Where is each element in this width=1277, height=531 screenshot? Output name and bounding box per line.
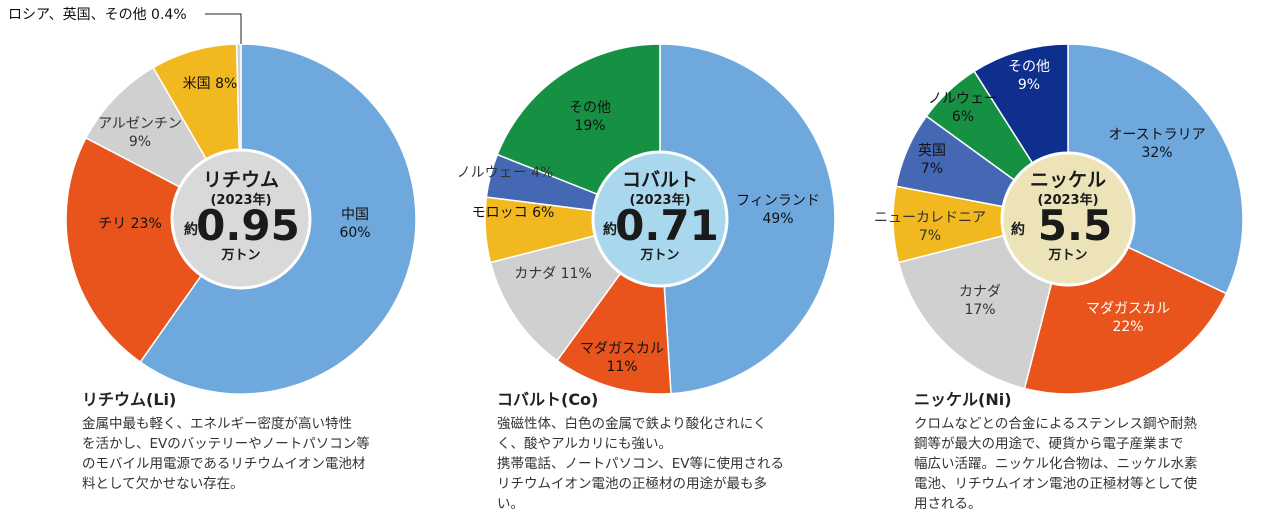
slice-name-nickel-3: ニューカレドニア [874, 210, 986, 226]
slice-label-lithium-0: 60% [339, 225, 370, 241]
slice-label-lithium-4: ロシア、英国、その他 0.4% [8, 6, 187, 23]
center-title-nickel: ニッケル [1030, 169, 1106, 191]
panel-title-lithium: リチウム(Li) [82, 390, 177, 409]
center-prefix-lithium: 約 [184, 221, 198, 238]
slice-name-nickel-0: オーストラリア [1108, 127, 1205, 143]
slice-name-nickel-5: ノルウェー [928, 91, 998, 107]
center-year-lithium: (2023年) [210, 192, 271, 208]
panel-title-nickel: ニッケル(Ni) [914, 390, 1012, 409]
slice-label-nickel-6: 9% [1018, 77, 1040, 93]
slice-name-nickel-2: カナダ [959, 284, 1001, 300]
slice-label-cobalt-3: モロッコ 6% [472, 205, 555, 221]
slice-label-nickel-5: 6% [952, 109, 974, 125]
center-value-nickel: 5.5 [1038, 201, 1112, 250]
slice-name-lithium-2: アルゼンチン [98, 116, 182, 132]
pie-chart-lithium: 中国 60% チリ 23% アルゼンチン 9% 米国 8% ロシア、英国、その他 0.4% リ… [8, 6, 417, 395]
slice-label-nickel-0: 32% [1141, 145, 1172, 161]
slice-name-cobalt-1: マダガスカル [580, 341, 664, 357]
slice-label-cobalt-4: ノルウェー 4% [457, 165, 554, 181]
panel-description-lithium: 金属中最も軽く、エネルギー密度が高い特性 を活かし、EVのバッテリーやノートパソ… [82, 416, 370, 492]
center-value-lithium: 0.95 [196, 201, 300, 250]
slice-name-lithium-0: 中国 [341, 207, 369, 223]
panel-description-cobalt: 強磁性体、白色の金属で鉄より酸化されにく く、酸やアルカリにも強い。 携帯電話、… [497, 416, 784, 512]
pie-slice-cobalt-0 [659, 43, 836, 395]
slice-label-cobalt-5: 19% [574, 118, 605, 134]
center-disc-nickel [1000, 151, 1136, 287]
slice-name-nickel-1: マダガスカル [1086, 301, 1170, 317]
center-year-nickel: (2023年) [1037, 192, 1098, 208]
center-unit-lithium: 万トン [220, 248, 260, 263]
center-value-cobalt: 0.71 [615, 201, 719, 250]
center-title-cobalt: コバルト [622, 169, 698, 191]
slice-label-cobalt-0: 49% [762, 211, 793, 227]
pie-chart-cobalt: フィンランド 49% マダガスカル 11% カナダ 11% モロッコ 6% ノルウェー 4%… [457, 43, 836, 395]
pie-chart-nickel: オーストラリア 32% マダガスカル 22% カナダ 17% ニューカレドニア 7% 英国 7% ノ… [874, 43, 1244, 395]
center-prefix-nickel: 約 [1011, 221, 1025, 238]
center-title-lithium: リチウム [203, 169, 279, 191]
slice-label-lithium-1: チリ 23% [98, 216, 162, 232]
slice-name-nickel-6: その他 [1008, 59, 1050, 75]
panel-description-nickel: クロムなどとの合金によるステンレス鋼や耐熱 鋼等が最大の用途で、硬貨から電子産業… [914, 416, 1198, 512]
slice-label-cobalt-2: カナダ 11% [514, 266, 592, 282]
slice-label-cobalt-1: 11% [606, 359, 637, 375]
center-disc-cobalt [591, 150, 729, 288]
panel-title-cobalt: コバルト(Co) [497, 390, 599, 409]
slice-label-lithium-3: 米国 8% [183, 76, 238, 92]
slice-name-cobalt-5: その他 [569, 100, 611, 116]
slice-name-nickel-4: 英国 [918, 142, 946, 159]
slice-label-lithium-2: 9% [129, 134, 151, 150]
slice-label-nickel-4: 7% [921, 161, 943, 177]
slice-name-cobalt-0: フィンランド [736, 193, 820, 209]
center-disc-lithium [170, 148, 312, 290]
slice-label-nickel-1: 22% [1112, 319, 1143, 335]
slice-label-nickel-3: 7% [919, 228, 941, 244]
center-unit-cobalt: 万トン [639, 248, 679, 263]
center-unit-nickel: 万トン [1047, 248, 1087, 263]
slice-label-nickel-2: 17% [964, 302, 995, 318]
leader-line-lithium [205, 13, 242, 44]
center-prefix-cobalt: 約 [603, 221, 617, 238]
center-year-cobalt: (2023年) [629, 192, 690, 208]
pie-slice-lithium-1 [65, 136, 243, 364]
